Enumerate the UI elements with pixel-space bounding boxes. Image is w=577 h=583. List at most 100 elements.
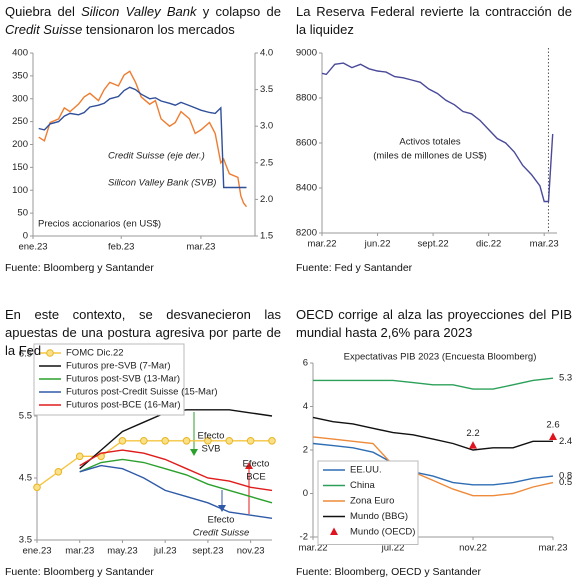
y-tick-label: 0 bbox=[23, 231, 28, 242]
source: Fuente: Bloomberg, OECD y Santander bbox=[296, 566, 482, 578]
y-tick-label: 400 bbox=[12, 48, 28, 59]
marker bbox=[54, 468, 63, 476]
y-tick-label: 8200 bbox=[296, 228, 317, 239]
x-tick-label: nov.23 bbox=[237, 546, 265, 557]
plot: 0 50 100 150 200 250 300 350 400 1.5 2.0 2.5 3.0 3.5 4… bbox=[12, 48, 273, 253]
legend-label: Futuros post-Credit Suisse (15-Mar) bbox=[66, 387, 218, 398]
x-tick-label: sept.23 bbox=[192, 546, 223, 557]
plot: 8200 8400 8600 8800 9000 mar.22 jun.22 sept.22 d… bbox=[296, 48, 559, 250]
marker bbox=[46, 349, 54, 357]
y-tick-label: 4.5 bbox=[19, 473, 32, 484]
annotation: (miles de millones de US$) bbox=[373, 151, 487, 162]
y-tick-label: 100 bbox=[12, 185, 28, 196]
y-tick-label: 8800 bbox=[296, 93, 317, 104]
series-line bbox=[38, 86, 247, 189]
source: Fuente: Bloomberg y Santander bbox=[5, 566, 154, 578]
source: Fuente: Bloomberg y Santander bbox=[5, 262, 154, 274]
marker bbox=[118, 437, 127, 445]
x-tick-label: nov.22 bbox=[459, 543, 487, 554]
x-tick-label: jul.22 bbox=[381, 543, 405, 554]
y-tick-label: 2 bbox=[303, 445, 308, 456]
title-part: Quiebra del bbox=[5, 4, 82, 19]
marker bbox=[161, 437, 169, 445]
series-line bbox=[36, 440, 272, 488]
x-tick-label: may.23 bbox=[107, 546, 137, 557]
series-line bbox=[321, 62, 554, 203]
series-line bbox=[312, 436, 554, 497]
y-tick-label: 3.5 bbox=[19, 535, 32, 546]
source: Fuente: Fed y Santander bbox=[296, 262, 413, 274]
marker bbox=[75, 452, 84, 461]
y2-tick-label: 2.0 bbox=[260, 194, 273, 205]
y2-tick-label: 2.5 bbox=[260, 157, 273, 168]
chart-title: La Reserva Federal revierte la contracci… bbox=[296, 4, 572, 37]
annotation: SVB bbox=[201, 444, 220, 455]
x-tick-label: mar.23 bbox=[538, 543, 567, 554]
y-tick-label: 9000 bbox=[296, 48, 317, 59]
x-tick-label: mar.22 bbox=[298, 543, 327, 554]
marker bbox=[225, 437, 234, 445]
marker bbox=[268, 437, 276, 445]
title-part: Credit Suisse bbox=[5, 22, 83, 37]
y-tick-label: 4 bbox=[303, 401, 308, 412]
annotation: Precios accionarios (en US$) bbox=[38, 219, 161, 230]
arrow-head bbox=[245, 462, 253, 469]
annotation: BCE bbox=[246, 472, 266, 483]
x-tick-label: jun.22 bbox=[364, 239, 391, 250]
series-line bbox=[313, 377, 554, 390]
x-tick-label: mar.23 bbox=[186, 242, 215, 253]
x-tick-label: jul.23 bbox=[153, 546, 177, 557]
y2-tick-label: 3.5 bbox=[260, 84, 273, 95]
series-line bbox=[79, 449, 273, 492]
x-tick-label: feb.23 bbox=[108, 242, 134, 253]
x-tick-label: dic.22 bbox=[476, 239, 501, 250]
legend-label: EE.UU. bbox=[350, 465, 382, 476]
value-label: 2.6 bbox=[546, 419, 559, 430]
legend-label: Futuros post-SVB (13-Mar) bbox=[66, 374, 180, 385]
y-tick-label: 350 bbox=[12, 70, 28, 81]
marker bbox=[33, 483, 41, 492]
y-tick-label: 8600 bbox=[296, 138, 317, 149]
value-label: 2.2 bbox=[466, 428, 479, 439]
title-part: Silicon Valley Bank bbox=[81, 4, 197, 19]
legend-label: Mundo (BBG) bbox=[350, 511, 408, 522]
chart-title: En este contexto, se desvanecieron las a… bbox=[5, 307, 281, 358]
y-tick-label: 6.5 bbox=[19, 349, 32, 360]
legend-label: Futuros post-BCE (16-Mar) bbox=[66, 400, 181, 411]
x-tick-label: mar.23 bbox=[530, 239, 559, 250]
value-label: 0.5 bbox=[559, 477, 572, 488]
y-tick-label: 200 bbox=[12, 139, 28, 150]
series-line bbox=[79, 458, 273, 504]
marker bbox=[469, 441, 477, 449]
y-tick-label: 0 bbox=[303, 488, 308, 499]
series-line bbox=[79, 464, 273, 519]
x-tick-label: mar.22 bbox=[307, 239, 336, 250]
y-tick-label: 150 bbox=[12, 162, 28, 173]
chart-title: Quiebra del Silicon Valley Bank y colaps… bbox=[5, 3, 281, 39]
value-label: 2.4 bbox=[559, 436, 572, 447]
annotation: Activos totales bbox=[399, 137, 460, 148]
y-tick-label: 50 bbox=[17, 208, 28, 219]
y-tick-label: 8400 bbox=[296, 183, 317, 194]
marker bbox=[182, 437, 191, 445]
plot: 3.5 4.5 5.5 6.5 ene.23 mar.23 may.23 jul.23 sept… bbox=[19, 343, 276, 557]
x-tick-label: sept.22 bbox=[418, 239, 449, 250]
x-tick-label: mar.23 bbox=[65, 546, 94, 557]
marker bbox=[140, 437, 148, 445]
arrow-head bbox=[190, 449, 198, 456]
marker bbox=[204, 437, 212, 445]
marker bbox=[246, 437, 255, 445]
y2-tick-label: 4.0 bbox=[260, 48, 273, 59]
legend-label: FOMC Dic.22 bbox=[66, 348, 124, 359]
annotation: Efecto bbox=[198, 431, 225, 442]
annotation: Efecto bbox=[208, 515, 235, 526]
annotation: Efecto bbox=[243, 459, 270, 470]
legend-label: Futuros pre-SVB (7-Mar) bbox=[66, 361, 171, 372]
series-line bbox=[312, 442, 554, 486]
y2-tick-label: 1.5 bbox=[260, 231, 273, 242]
x-tick-label: ene.23 bbox=[18, 242, 47, 253]
subtitle: Expectativas PIB 2023 (Encuesta Bloomber… bbox=[344, 352, 537, 363]
y-tick-label: 5.5 bbox=[19, 411, 32, 422]
